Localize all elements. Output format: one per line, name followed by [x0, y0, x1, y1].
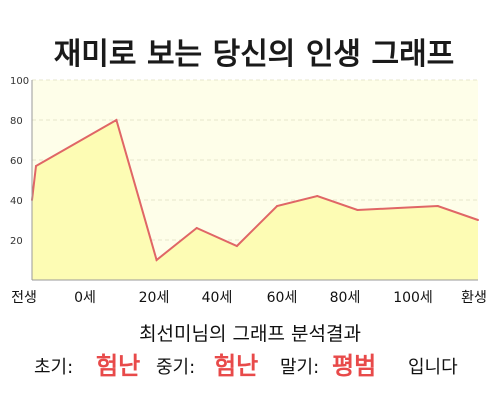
y-tick-label: 20: [10, 236, 23, 247]
x-tick-label: 60세: [267, 290, 298, 306]
y-tick-label: 40: [10, 196, 23, 207]
data-point-9: [396, 207, 399, 209]
closing-text: 입니다: [408, 357, 458, 378]
data-point-3: [155, 259, 158, 261]
x-tick-label: 40세: [202, 290, 233, 306]
y-tick-label: 60: [10, 156, 23, 167]
y-tick-label: 100: [10, 76, 29, 87]
data-points: [31, 119, 479, 261]
x-tick-label: 80세: [330, 290, 361, 306]
phase-early-label: 초기:: [34, 357, 73, 378]
phase-late-value: 평범: [332, 352, 376, 380]
data-point-6: [276, 205, 279, 207]
phase-early-value: 험난: [96, 352, 140, 380]
data-point-8: [356, 209, 359, 211]
phase-mid-label: 중기:: [156, 357, 195, 378]
data-point-11: [477, 219, 479, 221]
x-tick-labels: 전생 0세 20세 40세 60세 80세 100세 환생: [11, 290, 487, 306]
phase-mid-value: 험난: [214, 352, 258, 380]
data-point-10: [436, 205, 439, 207]
data-point-7: [316, 195, 319, 197]
data-point-4: [195, 227, 198, 229]
x-tick-label: 전생: [11, 290, 37, 306]
x-tick-label: 0세: [74, 290, 96, 306]
data-point-2: [115, 119, 118, 121]
phase-late-label: 말기:: [280, 357, 319, 378]
data-point-1: [35, 165, 38, 167]
life-area-fill: [32, 120, 478, 280]
y-tick-labels: 20 40 60 80 100: [10, 76, 29, 247]
data-point-5: [235, 245, 238, 247]
life-line: [31, 118, 479, 262]
analysis-title: 최선미님의 그래프 분석결과: [139, 323, 361, 345]
y-tick-label: 80: [10, 116, 23, 127]
x-tick-label: 환생: [461, 290, 487, 306]
chart-title: 재미로 보는 당신의 인생 그래프: [54, 37, 455, 72]
x-tick-label: 20세: [139, 290, 170, 306]
x-tick-label: 100세: [393, 290, 433, 306]
